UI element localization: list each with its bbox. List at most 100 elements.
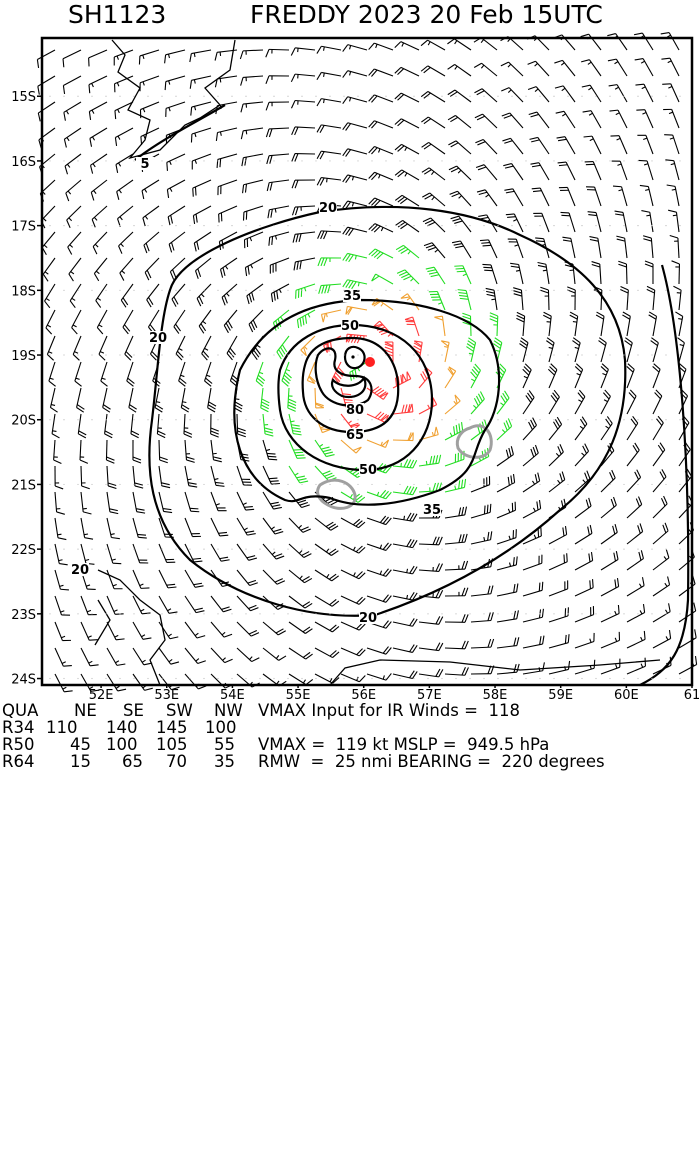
wind-barb: [263, 648, 286, 660]
info-panel: QUA NE SE SW NW VMAX Input for IR Winds …: [2, 702, 13, 1161]
wind-barb: [271, 284, 289, 302]
wind-barb: [341, 674, 365, 682]
vmax-input: VMAX Input for IR Winds = 118: [258, 702, 520, 719]
wind-barb: [211, 414, 219, 437]
wind-barb: [97, 310, 107, 334]
lat-tick-label: 21S: [11, 478, 36, 493]
wind-barb: [317, 151, 341, 159]
contour-label: 20: [149, 331, 167, 346]
wind-barb: [477, 190, 497, 206]
wind-barb: [321, 310, 341, 322]
wind-barb: [369, 69, 393, 76]
wind-barb: [627, 550, 643, 570]
wind-barb: [145, 258, 159, 280]
wind-barb: [81, 544, 94, 564]
wind-barb: [266, 49, 289, 57]
wind-barb: [107, 648, 125, 665]
wind-barb: [75, 362, 82, 386]
wind-barb: [289, 570, 312, 583]
wind-barb: [185, 674, 206, 689]
wind-barb: [635, 84, 653, 102]
wind-barb: [665, 160, 679, 180]
wind-barb: [549, 390, 559, 414]
wind-barb: [523, 445, 538, 466]
wind-barb: [618, 261, 627, 284]
wind-barb: [575, 525, 592, 544]
wind-barb: [519, 338, 527, 362]
lat-tick-label: 19S: [11, 349, 36, 364]
wind-barb: [575, 364, 583, 388]
wind-barb: [627, 390, 636, 414]
lat-tick-label: 22S: [11, 543, 36, 558]
wind-barb: [41, 206, 55, 228]
contour-label: 35: [343, 289, 361, 304]
wind-barb: [193, 180, 211, 197]
wind-barb: [395, 67, 419, 76]
wind-barb: [448, 90, 471, 102]
wind-barb: [315, 518, 338, 530]
wind-barb: [452, 241, 471, 258]
wind-barb: [43, 258, 55, 281]
wind-barb: [393, 433, 413, 441]
wind-barb: [421, 91, 445, 102]
wind-barb: [367, 595, 391, 603]
lat-tick-label: 16S: [11, 155, 36, 170]
wind-barb: [423, 218, 445, 232]
wind-barb: [482, 264, 497, 284]
wind-barb: [502, 138, 523, 154]
cell: 100: [205, 719, 237, 736]
wind-barb: [217, 154, 237, 168]
wind-barb: [528, 87, 549, 102]
wind-barb: [627, 658, 645, 674]
wind-barb: [523, 500, 541, 518]
wind-barb: [237, 570, 258, 585]
wind-barb: [315, 596, 339, 606]
wind-barb: [510, 263, 523, 284]
wind-barb: [219, 206, 237, 222]
wind-barb: [627, 577, 644, 596]
wind-barb: [445, 507, 467, 518]
cell: 110: [46, 719, 78, 736]
wind-barb: [471, 476, 490, 492]
wind-barb: [615, 211, 627, 232]
wind-barb: [637, 135, 653, 154]
wind-barb: [419, 563, 443, 571]
wind-barb: [185, 518, 201, 537]
wind-barb: [592, 262, 601, 284]
cell: 145: [156, 719, 188, 736]
wind-barb: [218, 180, 237, 195]
wind-barb: [47, 336, 55, 360]
wind-barb: [282, 362, 292, 386]
wind-barb: [612, 161, 627, 180]
vmax-mslp: VMAX = 119 kt MSLP = 949.5 hPa: [258, 736, 549, 753]
wind-barb: [315, 414, 330, 433]
wind-barb: [103, 388, 111, 412]
wind-barb: [679, 656, 697, 674]
wind-barb: [653, 416, 663, 440]
col-qua: QUA: [2, 702, 38, 719]
wind-barb: [627, 631, 645, 648]
wind-barb: [54, 440, 62, 463]
lat-tick-label: 15S: [11, 90, 36, 105]
wind-barb: [216, 128, 237, 141]
wind-barb: [530, 137, 549, 154]
wind-barb: [159, 466, 170, 488]
wind-barb: [185, 622, 205, 638]
wind-barb: [663, 109, 679, 128]
wind-barb: [523, 473, 540, 492]
wind-barb: [419, 398, 437, 414]
wind-barb: [245, 258, 263, 276]
wind-barb: [318, 258, 341, 266]
wind-barb: [237, 414, 246, 437]
wind-barb: [185, 544, 202, 562]
wind-barb: [237, 544, 257, 560]
wind-barb: [289, 622, 312, 634]
wind-barb: [99, 336, 107, 360]
wind-barb: [546, 338, 554, 362]
coastline-southwest: [95, 570, 165, 685]
wind-barb: [549, 472, 565, 492]
wind-barb: [582, 85, 601, 102]
wind-barb: [448, 141, 471, 154]
wind-barb: [133, 622, 151, 639]
wind-barb: [165, 50, 185, 63]
